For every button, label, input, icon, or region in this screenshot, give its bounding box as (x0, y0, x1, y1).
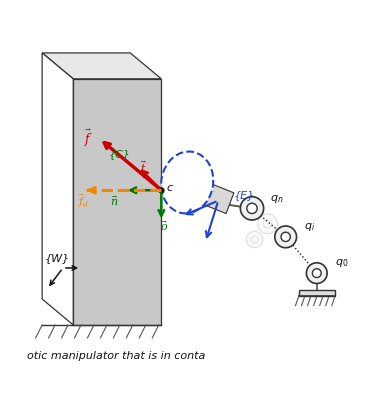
Text: $\vec{f}$: $\vec{f}$ (84, 128, 93, 149)
Text: otic manipulator that is in conta: otic manipulator that is in conta (27, 351, 205, 361)
Circle shape (281, 232, 290, 242)
Text: {W}: {W} (45, 253, 70, 263)
Circle shape (251, 236, 258, 243)
Circle shape (312, 269, 321, 278)
Circle shape (307, 263, 327, 284)
Text: $\vec{o}$: $\vec{o}$ (160, 219, 168, 233)
Text: $q_n$: $q_n$ (270, 192, 284, 205)
Circle shape (258, 214, 277, 234)
Polygon shape (42, 53, 73, 325)
Text: {E}: {E} (234, 190, 255, 200)
Circle shape (240, 197, 264, 220)
Polygon shape (200, 183, 234, 213)
Text: {C}: {C} (109, 149, 131, 159)
Circle shape (246, 231, 263, 248)
Text: $\vec{n}$: $\vec{n}$ (110, 194, 119, 208)
Ellipse shape (161, 152, 213, 213)
Polygon shape (42, 53, 161, 79)
Text: $\vec{t}$: $\vec{t}$ (140, 159, 147, 175)
Circle shape (263, 220, 272, 228)
Bar (299, 290, 335, 297)
Text: $\vec{f}_d$: $\vec{f}_d$ (78, 192, 89, 209)
Circle shape (247, 203, 257, 213)
Text: $q_0$: $q_0$ (335, 257, 348, 269)
Circle shape (275, 226, 296, 248)
Polygon shape (73, 79, 161, 325)
Text: $q_i$: $q_i$ (304, 221, 315, 233)
Text: c: c (167, 183, 173, 192)
